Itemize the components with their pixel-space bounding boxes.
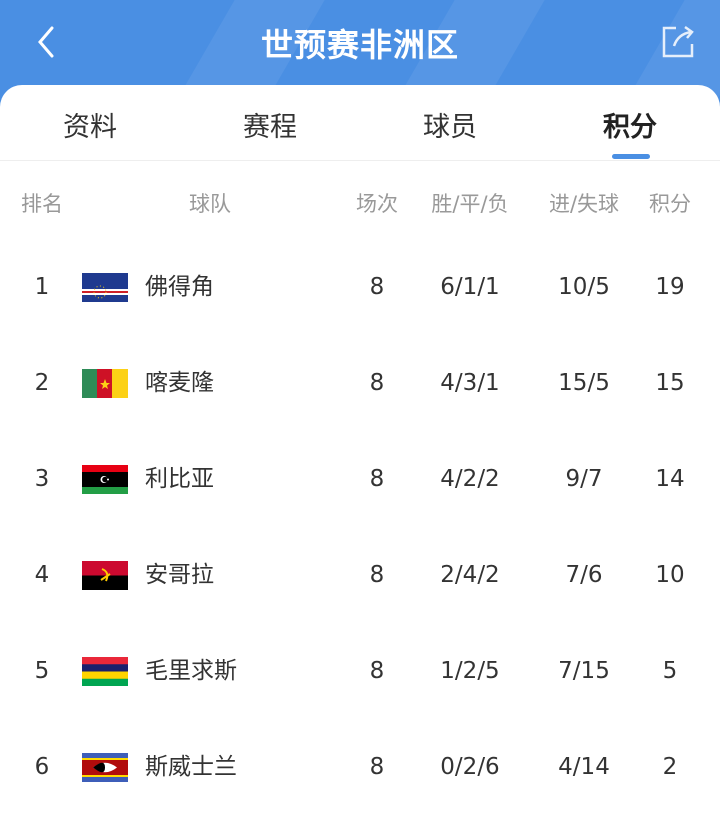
win-draw-loss: 0/2/6 xyxy=(440,754,500,780)
goals: 7/6 xyxy=(565,562,603,588)
table-row[interactable]: 6 斯威士兰 8 0/2/6 4/14 2 xyxy=(0,719,720,815)
rank: 4 xyxy=(34,562,50,588)
table-row[interactable]: 5 毛里求斯 8 1/2/5 7/15 5 xyxy=(0,623,720,719)
goals: 4/14 xyxy=(558,754,610,780)
goals: 10/5 xyxy=(558,274,610,300)
win-draw-loss: 6/1/1 xyxy=(440,274,500,300)
eswatini-flag-icon xyxy=(82,753,128,782)
played: 8 xyxy=(369,754,385,780)
goals: 9/7 xyxy=(565,466,603,492)
table-row[interactable]: 3 利比亚 8 4/2/2 9/7 14 xyxy=(0,431,720,527)
tab-players[interactable]: 球员 xyxy=(423,112,477,143)
cameroon-flag-icon xyxy=(82,369,128,398)
table-row[interactable]: 4 安哥拉 8 2/4/2 7/6 10 xyxy=(0,527,720,623)
points: 2 xyxy=(662,754,678,780)
played: 8 xyxy=(369,466,385,492)
points: 14 xyxy=(655,466,685,492)
played: 8 xyxy=(369,370,385,396)
content-card: 资料 赛程 球员 积分 排名 球队 场次 胜/平/负 进/失球 积分 xyxy=(0,85,720,820)
played: 8 xyxy=(369,274,385,300)
win-draw-loss: 1/2/5 xyxy=(440,658,500,684)
mauritius-flag-icon xyxy=(82,657,128,686)
rank: 5 xyxy=(34,658,50,684)
played: 8 xyxy=(369,658,385,684)
col-goals: 进/失球 xyxy=(548,192,620,216)
win-draw-loss: 4/3/1 xyxy=(440,370,500,396)
team-name[interactable]: 毛里求斯 xyxy=(145,658,237,684)
cape-verde-flag-icon xyxy=(82,273,128,302)
tab-standings[interactable]: 积分 xyxy=(603,112,657,143)
share-icon[interactable] xyxy=(660,24,696,60)
points: 10 xyxy=(655,562,685,588)
chevron-left-icon[interactable] xyxy=(28,22,68,62)
active-tab-indicator xyxy=(612,154,650,159)
points: 15 xyxy=(655,370,685,396)
col-team: 球队 xyxy=(189,192,231,216)
col-played: 场次 xyxy=(356,192,398,216)
tab-info[interactable]: 资料 xyxy=(63,112,117,143)
points: 19 xyxy=(655,274,685,300)
col-points: 积分 xyxy=(649,192,691,216)
team-name[interactable]: 安哥拉 xyxy=(145,562,214,588)
team-name[interactable]: 利比亚 xyxy=(145,466,214,492)
table-row[interactable]: 1 佛得角 8 6/1/1 10/5 19 xyxy=(0,239,720,335)
team-name[interactable]: 喀麦隆 xyxy=(145,370,214,396)
points: 5 xyxy=(662,658,678,684)
tab-schedule[interactable]: 赛程 xyxy=(243,112,297,143)
col-rank: 排名 xyxy=(21,192,63,216)
team-name[interactable]: 斯威士兰 xyxy=(145,754,237,780)
goals: 7/15 xyxy=(558,658,610,684)
tab-bar: 资料 赛程 球员 积分 xyxy=(0,85,720,161)
goals: 15/5 xyxy=(558,370,610,396)
played: 8 xyxy=(369,562,385,588)
angola-flag-icon xyxy=(82,561,128,590)
table-row[interactable]: 2 喀麦隆 8 4/3/1 15/5 15 xyxy=(0,335,720,431)
rank: 6 xyxy=(34,754,50,780)
win-draw-loss: 4/2/2 xyxy=(440,466,500,492)
win-draw-loss: 2/4/2 xyxy=(440,562,500,588)
team-name[interactable]: 佛得角 xyxy=(145,274,214,300)
libya-flag-icon xyxy=(82,465,128,494)
page-title: 世预赛非洲区 xyxy=(260,26,459,64)
rank: 1 xyxy=(34,274,50,300)
col-wdl: 胜/平/负 xyxy=(431,192,509,216)
rank: 2 xyxy=(34,370,50,396)
rank: 3 xyxy=(34,466,50,492)
